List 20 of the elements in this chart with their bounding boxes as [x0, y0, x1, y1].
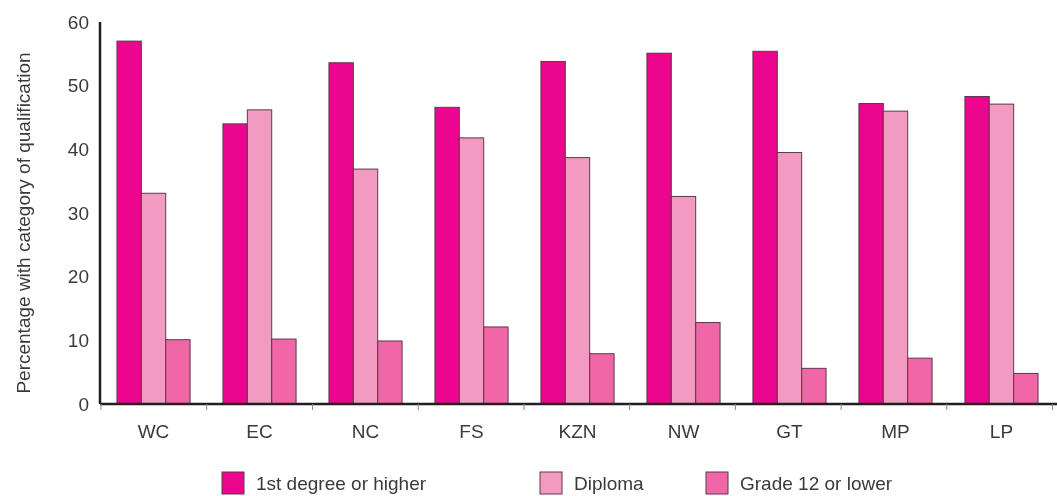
- y-axis-title: Percentage with category of qualification: [13, 52, 34, 394]
- x-tick-label: KZN: [558, 421, 597, 442]
- legend-label: Diploma: [574, 472, 645, 494]
- y-tick-label: 0: [78, 393, 89, 415]
- y-tick-label: 60: [67, 11, 89, 33]
- y-tick-label: 10: [67, 329, 89, 351]
- x-tick-label: LP: [989, 421, 1014, 442]
- x-tick-label: MP: [881, 421, 910, 442]
- y-tick-label: 40: [67, 138, 89, 160]
- x-tick-label: GT: [776, 421, 804, 442]
- y-tick-label: 20: [67, 266, 89, 288]
- x-tick-label: NC: [351, 421, 380, 442]
- y-tick-label: 50: [67, 75, 89, 97]
- legend-label: 1st degree or higher: [256, 472, 427, 494]
- legend-label: Grade 12 or lower: [740, 472, 893, 494]
- x-tick-label: FS: [459, 421, 484, 442]
- x-tick-label: EC: [246, 421, 273, 442]
- y-tick-label: 30: [67, 202, 89, 224]
- x-tick-label: NW: [667, 421, 700, 442]
- x-tick-label: WC: [137, 421, 170, 442]
